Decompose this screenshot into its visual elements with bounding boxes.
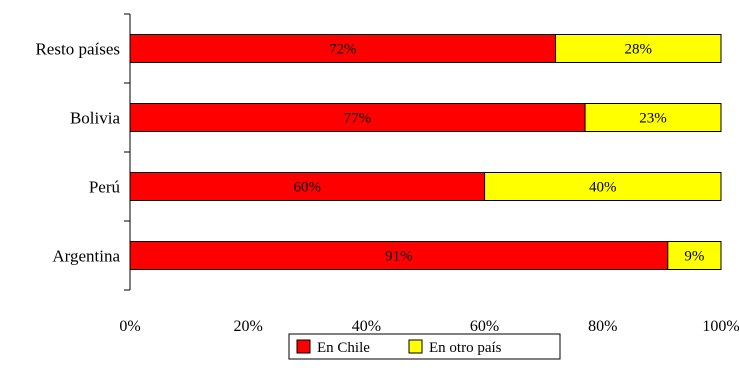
data-label: 72% — [329, 42, 357, 58]
x-tick-label: 60% — [470, 318, 499, 335]
bar-segment — [129, 103, 586, 132]
bar-segment — [129, 34, 557, 63]
data-label: 91% — [385, 249, 413, 265]
bars-group: 72% 28% 77% 23% 60% 40% 91% 9% — [129, 34, 722, 270]
y-axis-ticks — [124, 13, 130, 291]
legend: En Chile En otro país — [288, 333, 561, 360]
bar-segment — [555, 34, 722, 63]
x-tick-label: 80% — [588, 318, 617, 335]
x-tick-label: 100% — [702, 318, 739, 335]
category-labels: Resto países Bolivia Perú Argentina — [35, 40, 120, 266]
legend-label: En Chile — [317, 340, 370, 356]
category-label: Perú — [89, 178, 121, 197]
data-label: 28% — [625, 42, 653, 58]
data-label: 23% — [639, 111, 667, 127]
category-label: Argentina — [52, 247, 120, 266]
bar-segment — [667, 241, 722, 270]
x-tick-label: 0% — [119, 318, 140, 335]
legend-label: En otro país — [429, 340, 502, 356]
bar-segment — [129, 241, 669, 270]
data-label: 77% — [344, 111, 372, 127]
category-label: Bolivia — [70, 109, 121, 128]
x-axis-ticks: 0% 20% 40% 60% 80% 100% — [119, 318, 739, 335]
data-label: 9% — [684, 249, 704, 265]
data-label: 40% — [589, 180, 617, 196]
x-tick-label: 20% — [234, 318, 263, 335]
data-label: 60% — [294, 180, 322, 196]
bar-segment — [129, 172, 486, 201]
legend-swatch — [408, 339, 423, 354]
legend-box — [288, 333, 561, 360]
legend-swatch — [296, 339, 311, 354]
category-label: Resto países — [35, 40, 120, 59]
bar-segment — [584, 103, 722, 132]
bar-segment — [484, 172, 722, 201]
x-tick-label: 40% — [352, 318, 381, 335]
